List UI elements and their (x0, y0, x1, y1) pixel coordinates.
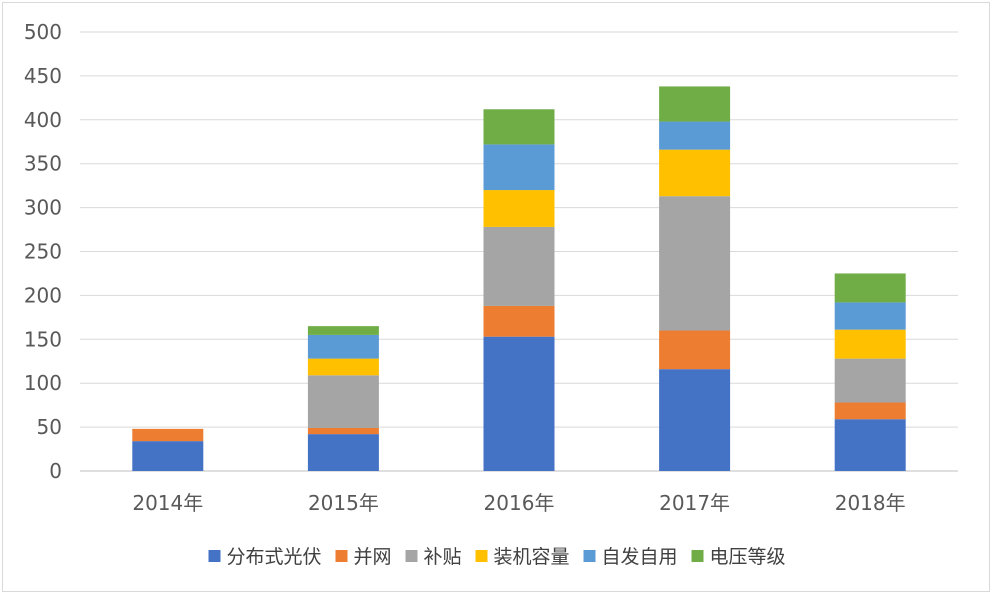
bar-segment (307, 375, 379, 428)
legend-item: 自发自用 (583, 546, 678, 568)
legend: 分布式光伏 并网 补贴 装机容量 自发自用 电压等级 (208, 546, 786, 568)
bar-segment (483, 226, 555, 306)
legend-swatch (405, 550, 418, 562)
legend-item: 并网 (335, 546, 392, 568)
bar-segment (483, 109, 555, 145)
x-tick-label: 2017年 (659, 491, 730, 515)
legend-swatch (691, 550, 704, 562)
legend-item: 分布式光伏 (208, 546, 322, 568)
y-tick-label: 0 (49, 459, 62, 483)
bar-segment (834, 273, 906, 303)
bar-segment (659, 149, 731, 197)
y-tick-label: 350 (24, 152, 62, 176)
y-tick-label: 50 (37, 415, 62, 439)
legend-label: 分布式光伏 (227, 546, 322, 568)
legend-label: 补贴 (424, 546, 462, 568)
legend-label: 电压等级 (710, 546, 786, 568)
y-tick-label: 500 (24, 20, 62, 44)
bar-segment (307, 358, 379, 376)
x-tick-label: 2018年 (835, 491, 906, 515)
bar-segment (132, 441, 204, 471)
legend-swatch (475, 550, 488, 562)
legend-item: 电压等级 (691, 546, 786, 568)
y-axis-ticks: 0 50 100 150 200 250 300 350 400 450 500 (24, 20, 62, 483)
legend-item: 装机容量 (475, 546, 570, 568)
y-tick-label: 250 (24, 240, 62, 264)
bar-segment (834, 358, 906, 403)
bar-segment (834, 419, 906, 471)
bar-segment (659, 330, 731, 370)
legend-swatch (583, 550, 596, 562)
legend-item: 补贴 (405, 546, 462, 568)
bar-segment (483, 336, 555, 471)
legend-swatch (208, 550, 221, 562)
bar-segment (834, 302, 906, 330)
bar-segment (307, 326, 379, 335)
bar-segment (659, 196, 731, 331)
bar-segment (307, 434, 379, 471)
y-tick-label: 450 (24, 64, 62, 88)
bar-segment (659, 86, 731, 122)
x-tick-label: 2016年 (484, 491, 555, 515)
bar-segment (659, 121, 731, 150)
y-tick-label: 400 (24, 108, 62, 132)
bar-segment (483, 190, 555, 227)
y-tick-label: 150 (24, 327, 62, 351)
bars (132, 86, 906, 471)
bar-segment (483, 305, 555, 337)
x-tick-label: 2014年 (132, 491, 203, 515)
bar-segment (834, 329, 906, 359)
legend-label: 自发自用 (602, 546, 678, 568)
x-tick-label: 2015年 (308, 491, 379, 515)
x-axis-ticks: 2014年 2015年 2016年 2017年 2018年 (132, 491, 905, 515)
legend-swatch (335, 550, 348, 562)
bar-segment (659, 369, 731, 471)
bar-segment (307, 427, 379, 435)
bar-segment (307, 334, 379, 359)
y-tick-label: 100 (24, 371, 62, 395)
y-tick-label: 300 (24, 196, 62, 220)
legend-label: 并网 (354, 546, 392, 568)
bar-segment (483, 144, 555, 191)
legend-label: 装机容量 (494, 546, 570, 568)
bar-segment (132, 428, 204, 442)
y-tick-label: 200 (24, 283, 62, 307)
bar-segment (834, 402, 906, 420)
